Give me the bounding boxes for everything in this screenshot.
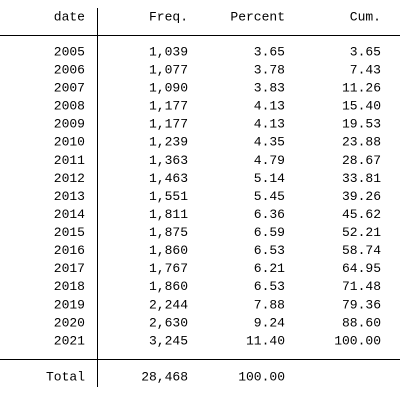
cell: 79.36	[342, 297, 381, 312]
cell: 88.60	[342, 315, 381, 330]
cell: 15.40	[342, 99, 381, 114]
cell: 1,177	[149, 99, 188, 114]
cell: 1,463	[149, 171, 188, 186]
row-label: 2005	[54, 44, 85, 59]
row-label: 2010	[54, 135, 85, 150]
header-cell: Freq.	[149, 9, 188, 24]
cell: 5.14	[254, 171, 285, 186]
total-cell: 28,468	[141, 369, 188, 384]
cell: 28.67	[342, 153, 381, 168]
row-label: 2021	[54, 333, 85, 348]
cell: 3.65	[350, 44, 381, 59]
cell: 6.36	[254, 207, 285, 222]
total-label: Total	[46, 369, 85, 384]
total-cell: 100.00	[238, 369, 285, 384]
cell: 6.53	[254, 279, 285, 294]
cell: 23.88	[342, 135, 381, 150]
cell: 19.53	[342, 117, 381, 132]
cell: 39.26	[342, 189, 381, 204]
cell: 7.88	[254, 297, 285, 312]
cell: 45.62	[342, 207, 381, 222]
cell: 52.21	[342, 225, 381, 240]
cell: 1,239	[149, 135, 188, 150]
header-cell: Cum.	[350, 9, 381, 24]
cell: 3.78	[254, 62, 285, 77]
cell: 1,860	[149, 243, 188, 258]
cell: 1,077	[149, 62, 188, 77]
cell: 11.26	[342, 81, 381, 96]
cell: 58.74	[342, 243, 381, 258]
cell: 6.21	[254, 261, 285, 276]
cell: 3.83	[254, 81, 285, 96]
cell: 6.53	[254, 243, 285, 258]
row-label: 2017	[54, 261, 85, 276]
cell: 1,551	[149, 189, 188, 204]
cell: 4.13	[254, 117, 285, 132]
row-label: 2014	[54, 207, 85, 222]
row-label: 2019	[54, 297, 85, 312]
cell: 2,630	[149, 315, 188, 330]
cell: 4.13	[254, 99, 285, 114]
row-label: 2012	[54, 171, 85, 186]
cell: 1,090	[149, 81, 188, 96]
row-label: 2020	[54, 315, 85, 330]
row-label: 2008	[54, 99, 85, 114]
cell: 2,244	[149, 297, 188, 312]
cell: 3,245	[149, 333, 188, 348]
row-label: 2015	[54, 225, 85, 240]
cell: 9.24	[254, 315, 285, 330]
cell: 5.45	[254, 189, 285, 204]
cell: 4.79	[254, 153, 285, 168]
header-cell: date	[54, 9, 85, 24]
cell: 4.35	[254, 135, 285, 150]
cell: 71.48	[342, 279, 381, 294]
header-cell: Percent	[230, 9, 285, 24]
cell: 1,767	[149, 261, 188, 276]
cell: 6.59	[254, 225, 285, 240]
cell: 11.40	[246, 333, 285, 348]
cell: 1,875	[149, 225, 188, 240]
cell: 1,177	[149, 117, 188, 132]
row-label: 2016	[54, 243, 85, 258]
cell: 1,811	[149, 207, 188, 222]
row-label: 2009	[54, 117, 85, 132]
cell: 1,860	[149, 279, 188, 294]
cell: 7.43	[350, 62, 381, 77]
cell: 33.81	[342, 171, 381, 186]
cell: 1,039	[149, 44, 188, 59]
cell: 3.65	[254, 44, 285, 59]
row-label: 2013	[54, 189, 85, 204]
row-label: 2006	[54, 62, 85, 77]
row-label: 2007	[54, 81, 85, 96]
row-label: 2011	[54, 153, 85, 168]
cell: 1,363	[149, 153, 188, 168]
cell: 64.95	[342, 261, 381, 276]
cell: 100.00	[334, 333, 381, 348]
row-label: 2018	[54, 279, 85, 294]
